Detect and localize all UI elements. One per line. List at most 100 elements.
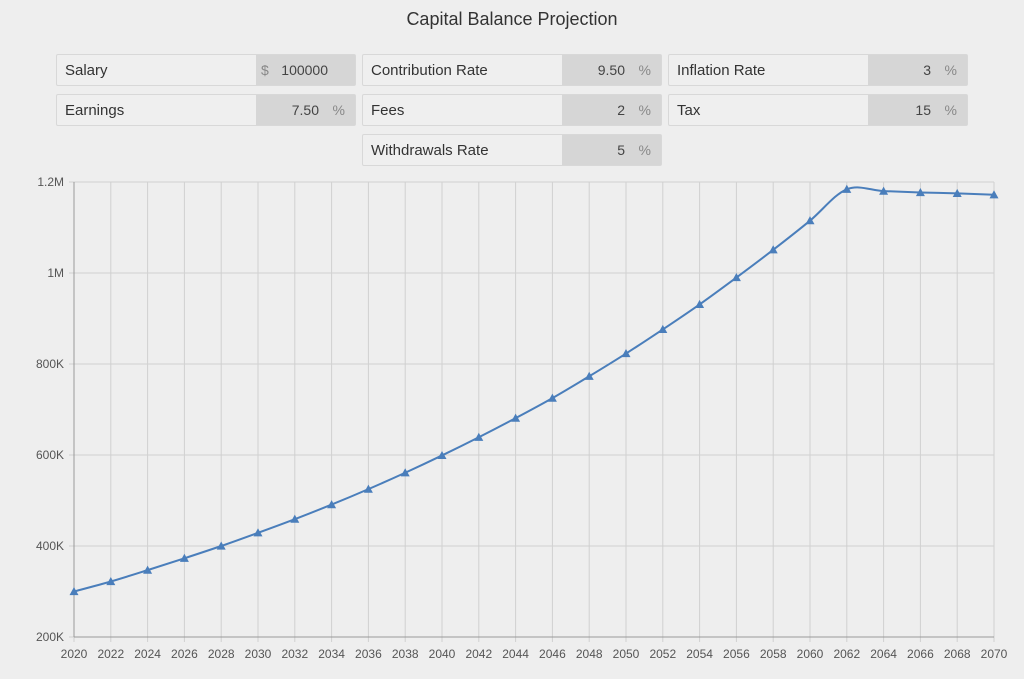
inflation-rate-input[interactable]: 3 % <box>868 55 967 85</box>
withdrawals-rate-input[interactable]: 5 % <box>562 135 661 165</box>
data-point-marker <box>768 245 778 254</box>
chart-ticks: 2020 2022 2024 2026 2028 2030 2032 2034 2036 2038… <box>36 175 1008 661</box>
x-tick-label: 2032 <box>281 647 308 661</box>
data-point-marker <box>584 371 594 380</box>
data-point-marker <box>731 273 741 282</box>
withdrawals-rate-field[interactable]: Withdrawals Rate 5 % <box>362 134 662 166</box>
data-point-marker <box>511 413 521 422</box>
data-point-marker <box>915 187 925 197</box>
y-tick-label: 1M <box>47 266 64 280</box>
data-point-marker <box>658 324 668 334</box>
data-point-marker <box>695 299 705 308</box>
x-tick-label: 2048 <box>576 647 603 661</box>
withdrawals-rate-label: Withdrawals Rate <box>371 141 489 159</box>
data-point-marker <box>69 587 79 596</box>
x-tick-label: 2068 <box>944 647 971 661</box>
x-tick-label: 2028 <box>208 647 235 661</box>
fees-field[interactable]: Fees 2 % <box>362 94 662 126</box>
fees-input[interactable]: 2 % <box>562 95 661 125</box>
salary-input[interactable]: $ 100000 <box>256 55 355 85</box>
x-tick-label: 2040 <box>429 647 456 661</box>
tax-value[interactable]: 15 <box>915 102 931 118</box>
currency-symbol: $ <box>261 62 269 78</box>
fees-label: Fees <box>371 101 405 119</box>
earnings-label: Earnings <box>65 101 125 119</box>
x-tick-label: 2060 <box>797 647 824 661</box>
x-tick-label: 2034 <box>318 647 345 661</box>
percent-unit: % <box>638 102 651 118</box>
data-point-marker <box>363 484 373 493</box>
data-point-marker <box>989 190 999 199</box>
inflation-rate-label: Inflation Rate <box>677 61 766 79</box>
percent-unit: % <box>638 62 651 78</box>
fees-value[interactable]: 2 <box>617 102 625 118</box>
data-point-marker <box>805 216 815 225</box>
data-point-marker <box>621 349 631 358</box>
contribution-rate-input[interactable]: 9.50 % <box>562 55 661 85</box>
contribution-rate-value[interactable]: 9.50 <box>597 62 625 78</box>
x-tick-label: 2030 <box>245 647 272 661</box>
data-point-marker <box>437 450 447 460</box>
chart-grid <box>69 181 995 642</box>
salary-label: Salary <box>65 61 108 79</box>
salary-field[interactable]: Salary $ 100000 <box>56 54 356 86</box>
data-point-marker <box>474 432 484 441</box>
x-tick-label: 2052 <box>649 647 676 661</box>
data-point-marker <box>879 186 889 195</box>
withdrawals-rate-value[interactable]: 5 <box>617 142 625 158</box>
x-tick-label: 2058 <box>760 647 787 661</box>
x-tick-label: 2042 <box>465 647 492 661</box>
x-tick-label: 2044 <box>502 647 529 661</box>
y-tick-label: 800K <box>36 357 64 371</box>
data-point-marker <box>106 576 116 586</box>
tax-input[interactable]: 15 % <box>868 95 967 125</box>
data-point-marker <box>253 528 263 537</box>
x-tick-label: 2022 <box>97 647 124 661</box>
x-tick-label: 2056 <box>723 647 750 661</box>
data-point-marker <box>547 393 557 402</box>
x-tick-label: 2050 <box>613 647 640 661</box>
data-point-marker <box>290 514 300 523</box>
x-tick-label: 2038 <box>392 647 419 661</box>
x-tick-label: 2046 <box>539 647 566 661</box>
data-point-marker <box>952 188 962 197</box>
chart-series <box>69 184 999 596</box>
earnings-input[interactable]: 7.50 % <box>256 95 355 125</box>
x-tick-label: 2020 <box>61 647 88 661</box>
tax-label: Tax <box>677 101 701 119</box>
data-point-marker <box>179 553 189 562</box>
y-tick-label: 400K <box>36 539 64 553</box>
x-tick-label: 2070 <box>981 647 1008 661</box>
x-tick-label: 2026 <box>171 647 198 661</box>
tax-field[interactable]: Tax 15 % <box>668 94 968 126</box>
y-tick-label: 600K <box>36 448 64 462</box>
percent-unit: % <box>638 142 651 158</box>
x-tick-label: 2064 <box>870 647 897 661</box>
inflation-rate-field[interactable]: Inflation Rate 3 % <box>668 54 968 86</box>
percent-unit: % <box>944 102 957 118</box>
chart-axes <box>73 182 994 638</box>
series-line <box>73 186 995 593</box>
x-tick-label: 2066 <box>907 647 934 661</box>
x-tick-label: 2054 <box>686 647 713 661</box>
data-point-marker <box>327 500 337 509</box>
x-tick-label: 2036 <box>355 647 382 661</box>
earnings-value[interactable]: 7.50 <box>291 102 319 118</box>
inflation-rate-value[interactable]: 3 <box>923 62 931 78</box>
x-tick-label: 2024 <box>134 647 161 661</box>
data-point-marker <box>400 468 410 477</box>
y-tick-label: 200K <box>36 630 64 644</box>
contribution-rate-field[interactable]: Contribution Rate 9.50 % <box>362 54 662 86</box>
contribution-rate-label: Contribution Rate <box>371 61 488 79</box>
percent-unit: % <box>944 62 957 78</box>
salary-value[interactable]: 100000 <box>281 62 328 78</box>
x-tick-label: 2062 <box>833 647 860 661</box>
data-point-marker <box>216 541 226 550</box>
chart-title: Capital Balance Projection <box>406 9 618 29</box>
data-point-marker <box>842 184 852 193</box>
percent-unit: % <box>332 102 345 118</box>
y-tick-label: 1.2M <box>37 175 64 189</box>
data-point-marker <box>143 565 153 574</box>
earnings-field[interactable]: Earnings 7.50 % <box>56 94 356 126</box>
